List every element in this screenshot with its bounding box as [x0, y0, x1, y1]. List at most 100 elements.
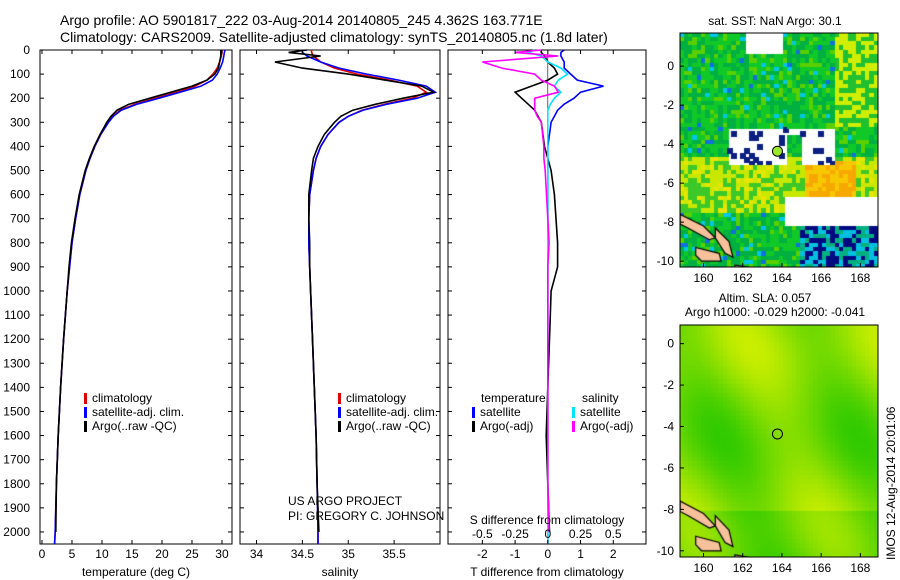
- salinity-axes-box: [239, 49, 441, 545]
- depth-tick-label: 2000: [3, 525, 30, 539]
- imos-timestamp: IMOS 12-Aug-2014 20:01:06: [884, 406, 898, 560]
- sla-xtick-label: 164: [772, 561, 792, 575]
- difference-xlabel-top: S difference from climatology: [470, 513, 625, 527]
- depth-tick-label: 1700: [3, 453, 30, 467]
- depth-tick-label: 1400: [3, 380, 30, 394]
- sla-ytick-label: -2: [663, 378, 674, 392]
- difference-xtick-label: 1: [577, 547, 584, 561]
- depth-tick-label: 900: [10, 260, 30, 274]
- sst-ytick-label: -6: [663, 176, 674, 190]
- salinity-xtick-label: 35.5: [382, 547, 406, 561]
- difference-top-tick-label: -0.5: [472, 527, 493, 541]
- pi-credit: PI: GREGORY C. JOHNSON: [288, 509, 444, 523]
- sla-argo-marker: [771, 428, 783, 440]
- sst-argo-marker: [771, 145, 783, 157]
- difference-xtick-label: 2: [610, 547, 617, 561]
- sst-ytick-label: -10: [657, 254, 675, 268]
- salinity-legend-swatch: [338, 407, 341, 418]
- depth-tick-label: 1800: [3, 477, 30, 491]
- sst-xtick-label: 166: [811, 271, 831, 285]
- depth-tick-label: 0: [23, 43, 30, 57]
- difference-s-legend-label: satellite: [580, 405, 621, 419]
- depth-tick-label: 1500: [3, 404, 30, 418]
- difference-top-tick-label: 0.25: [569, 527, 593, 541]
- temperature-legend-swatch: [84, 421, 87, 432]
- temperature-xtick-label: 5: [69, 547, 76, 561]
- depth-tick-label: 1100: [4, 308, 30, 322]
- temperature-xtick-label: 15: [125, 547, 139, 561]
- temperature-legend-label: climatology: [92, 391, 152, 405]
- difference-xtick-label: -1: [510, 547, 521, 561]
- depth-tick-label: 1200: [3, 332, 30, 346]
- temperature-xtick-label: 30: [215, 547, 229, 561]
- difference-top-tick-label: -0.25: [501, 527, 529, 541]
- depth-tick-label: 500: [10, 163, 30, 177]
- sst-ytick-label: -4: [663, 137, 674, 151]
- difference-t-legend-swatch: [472, 407, 475, 418]
- difference-line-3: [482, 49, 560, 533]
- sst-axes-box: [679, 32, 879, 268]
- salinity-legend-label: climatology: [346, 391, 406, 405]
- project-credit: US ARGO PROJECT: [288, 494, 403, 508]
- depth-tick-label: 1300: [3, 356, 30, 370]
- temperature-legend-label: satellite-adj. clim.: [92, 405, 184, 419]
- temperature-legend-swatch: [84, 407, 87, 418]
- difference-top-tick-label: 0: [544, 527, 551, 541]
- temperature-xtick-label: 0: [39, 547, 46, 561]
- difference-top-tick-label: 0.5: [605, 527, 622, 541]
- depth-tick-label: 100: [10, 67, 30, 81]
- depth-tick-label: 1000: [3, 284, 30, 298]
- sla-axes-box: [679, 324, 879, 558]
- depth-tick-label: 300: [10, 115, 30, 129]
- temperature-axes-box: [39, 49, 233, 545]
- salinity-xtick-label: 35: [342, 547, 356, 561]
- sst-ytick-label: -8: [663, 215, 674, 229]
- depth-tick-label: 1900: [3, 501, 30, 515]
- salinity-legend-swatch: [338, 393, 341, 404]
- sla-heatmap: [680, 325, 878, 557]
- legend-salinity-heading: salinity: [582, 391, 619, 405]
- salinity-legend-label: Argo(..raw -QC): [346, 419, 431, 433]
- sla-xtick-label: 168: [850, 561, 870, 575]
- difference-t-legend-swatch: [472, 421, 475, 432]
- sla-xtick-label: 160: [694, 561, 714, 575]
- salinity-xlabel: salinity: [322, 565, 359, 579]
- depth-tick-label: 800: [10, 236, 30, 250]
- salinity-xtick-label: 34.5: [291, 547, 315, 561]
- difference-xlabel: T difference from climatology: [470, 565, 624, 579]
- depth-tick-label: 700: [10, 212, 30, 226]
- depth-tick-label: 600: [10, 188, 30, 202]
- temperature-xlabel: temperature (deg C): [82, 565, 190, 579]
- sla-map-title-1: Altim. SLA: 0.057: [719, 291, 812, 305]
- sst-xtick-label: 162: [733, 271, 753, 285]
- difference-s-legend-label: Argo(-adj): [580, 419, 633, 433]
- temperature-xtick-label: 25: [185, 547, 199, 561]
- sst-map-title: sat. SST: NaN Argo: 30.1: [708, 14, 842, 28]
- depth-tick-label: 200: [10, 91, 30, 105]
- salinity-legend-swatch: [338, 421, 341, 432]
- sla-ytick-label: -10: [657, 544, 675, 558]
- sla-ytick-label: 0: [667, 337, 674, 351]
- sst-xtick-label: 168: [850, 271, 870, 285]
- temperature-line-2: [55, 50, 222, 533]
- difference-t-legend-label: satellite: [480, 405, 521, 419]
- sla-xtick-label: 162: [733, 561, 753, 575]
- sla-map-title-2: Argo h1000: -0.029 h2000: -0.041: [685, 305, 865, 319]
- temperature-legend-label: Argo(..raw -QC): [92, 419, 177, 433]
- salinity-xtick-label: 34: [250, 547, 264, 561]
- difference-s-legend-swatch: [572, 421, 575, 432]
- salinity-legend-label: satellite-adj. clim.: [346, 405, 438, 419]
- sst-ytick-label: -2: [663, 98, 674, 112]
- sst-xtick-label: 164: [772, 271, 792, 285]
- sla-ytick-label: -6: [663, 461, 674, 475]
- difference-xtick-label: -2: [477, 547, 488, 561]
- difference-s-legend-swatch: [572, 407, 575, 418]
- difference-xtick-label: 0: [544, 547, 551, 561]
- depth-tick-label: 400: [10, 139, 30, 153]
- temperature-xtick-label: 10: [95, 547, 109, 561]
- sla-xtick-label: 166: [811, 561, 831, 575]
- temperature-xtick-label: 20: [155, 547, 169, 561]
- sla-ytick-label: -4: [663, 420, 674, 434]
